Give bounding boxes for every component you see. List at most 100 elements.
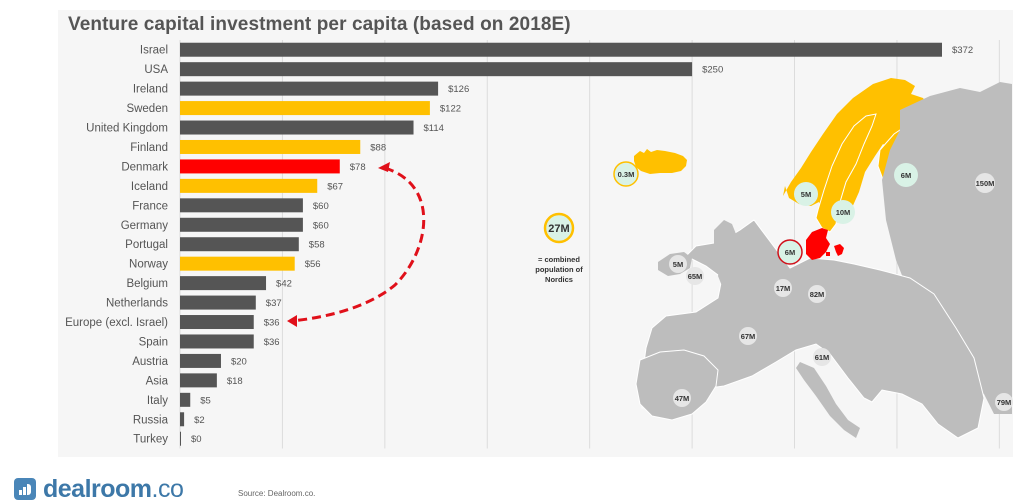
bar <box>180 276 267 291</box>
bar <box>180 62 693 77</box>
category-label: USA <box>144 64 168 76</box>
value-label: $67 <box>327 181 343 192</box>
population-badge-finland: 6M <box>894 163 918 187</box>
value-label: $36 <box>264 318 280 329</box>
bar <box>180 315 254 330</box>
map-uk <box>714 220 752 290</box>
nordic-total-badge: 27M <box>543 212 575 244</box>
map-iberia <box>635 349 719 421</box>
category-label: Ireland <box>133 84 168 96</box>
category-label: Austria <box>132 356 168 368</box>
bar <box>180 139 361 154</box>
chart-title: Venture capital investment per capita (b… <box>68 14 571 35</box>
nordic-total-circle <box>543 212 575 244</box>
bar <box>180 198 303 213</box>
category-label: Germany <box>121 220 169 232</box>
bars <box>180 42 942 446</box>
category-label: Russia <box>133 414 169 426</box>
category-label: Finland <box>130 142 168 154</box>
population-badges: 0.3M 5M 10M 6M 6M 150M 5M 65M 17M 82M 67M 61M 47M 79M <box>613 161 1013 411</box>
bar <box>180 217 303 232</box>
population-badge-sweden: 10M <box>831 200 855 224</box>
population-badge-norway: 5M <box>794 182 818 206</box>
population-badge-ireland: 5M <box>669 255 687 273</box>
value-label: $36 <box>264 337 280 348</box>
category-labels: Israel USA Ireland Sweden United Kingdom Finl… <box>65 45 169 446</box>
category-label: Italy <box>147 395 168 407</box>
value-label: $37 <box>266 298 282 309</box>
population-badge-iceland: 0.3M <box>613 161 639 187</box>
category-label: Spain <box>139 336 168 348</box>
population-badge-netherlands: 17M <box>774 279 792 297</box>
dashed-arrow-path <box>291 166 426 323</box>
svg-text:82M: 82M <box>810 290 825 299</box>
bar <box>180 431 181 446</box>
svg-text:10M: 10M <box>836 208 851 217</box>
category-label: Norway <box>129 259 168 271</box>
svg-text:47M: 47M <box>675 394 690 403</box>
value-label: $5 <box>200 395 211 406</box>
svg-text:6M: 6M <box>785 248 795 257</box>
source-note: Source: Dealroom.co. <box>238 489 316 498</box>
value-label: $42 <box>276 279 292 290</box>
comparison-arrow <box>287 162 426 327</box>
value-label: $126 <box>448 84 469 95</box>
svg-text:61M: 61M <box>815 353 830 362</box>
value-label: $56 <box>305 259 321 270</box>
bar <box>180 178 318 193</box>
dealroom-logo-icon <box>14 478 36 500</box>
dealroom-logo[interactable]: dealroom.co <box>14 475 184 503</box>
value-labels: $372 $250 $126 $122 $114 $88 $78 $67 $60 $60 $58 $5… <box>191 45 973 445</box>
bar <box>180 392 191 407</box>
category-label: France <box>132 200 168 212</box>
europe-map: 0.3M 5M 10M 6M 6M 150M 5M 65M 17M 82M 67M 61M 47M 79M… <box>543 78 1013 439</box>
category-label: Netherlands <box>106 298 168 310</box>
value-label: $122 <box>440 104 461 115</box>
value-label: $18 <box>227 376 243 387</box>
bar <box>180 412 185 427</box>
category-label: Europe (excl. Israel) <box>65 317 168 329</box>
category-label: Portugal <box>125 239 168 251</box>
map-italy <box>796 362 860 438</box>
bar <box>180 42 942 57</box>
map-denmark <box>806 228 844 260</box>
nordic-caption: = combined population of Nordics <box>535 255 583 284</box>
value-label: $58 <box>309 240 325 251</box>
category-label: Iceland <box>131 181 168 193</box>
svg-text:79M: 79M <box>997 398 1012 407</box>
bar <box>180 373 217 388</box>
population-badge-germany: 82M <box>808 285 826 303</box>
category-label: Turkey <box>133 434 168 446</box>
category-label: Israel <box>140 45 168 57</box>
population-badge-united-kingdom: 65M <box>686 267 704 285</box>
population-badge-russia: 150M <box>975 173 995 193</box>
population-badge-turkey: 79M <box>995 393 1013 411</box>
svg-text:150M: 150M <box>976 179 995 188</box>
svg-text:6M: 6M <box>901 171 911 180</box>
value-label: $88 <box>370 142 386 153</box>
svg-text:17M: 17M <box>776 284 791 293</box>
value-label: $78 <box>350 162 366 173</box>
logo-wordmark: dealroom.co <box>43 475 184 503</box>
arrowhead-bottom-icon <box>287 315 297 327</box>
svg-text:5M: 5M <box>673 260 683 269</box>
category-label: United Kingdom <box>86 123 168 135</box>
svg-text:67M: 67M <box>741 332 756 341</box>
value-label: $250 <box>702 65 723 76</box>
map-russia <box>882 82 1012 414</box>
bar <box>180 295 256 310</box>
value-label: $372 <box>952 45 973 56</box>
value-label: $60 <box>313 220 329 231</box>
bar <box>180 101 430 116</box>
bar <box>180 256 295 271</box>
arrowhead-top-icon <box>378 162 390 172</box>
population-badge-italy: 61M <box>813 348 831 366</box>
category-label: Asia <box>146 375 169 387</box>
population-badge-france: 67M <box>739 327 757 345</box>
map-iceland <box>634 149 687 174</box>
bar <box>180 120 414 135</box>
bar <box>180 159 340 174</box>
bar <box>180 81 439 96</box>
category-label: Sweden <box>126 103 168 115</box>
